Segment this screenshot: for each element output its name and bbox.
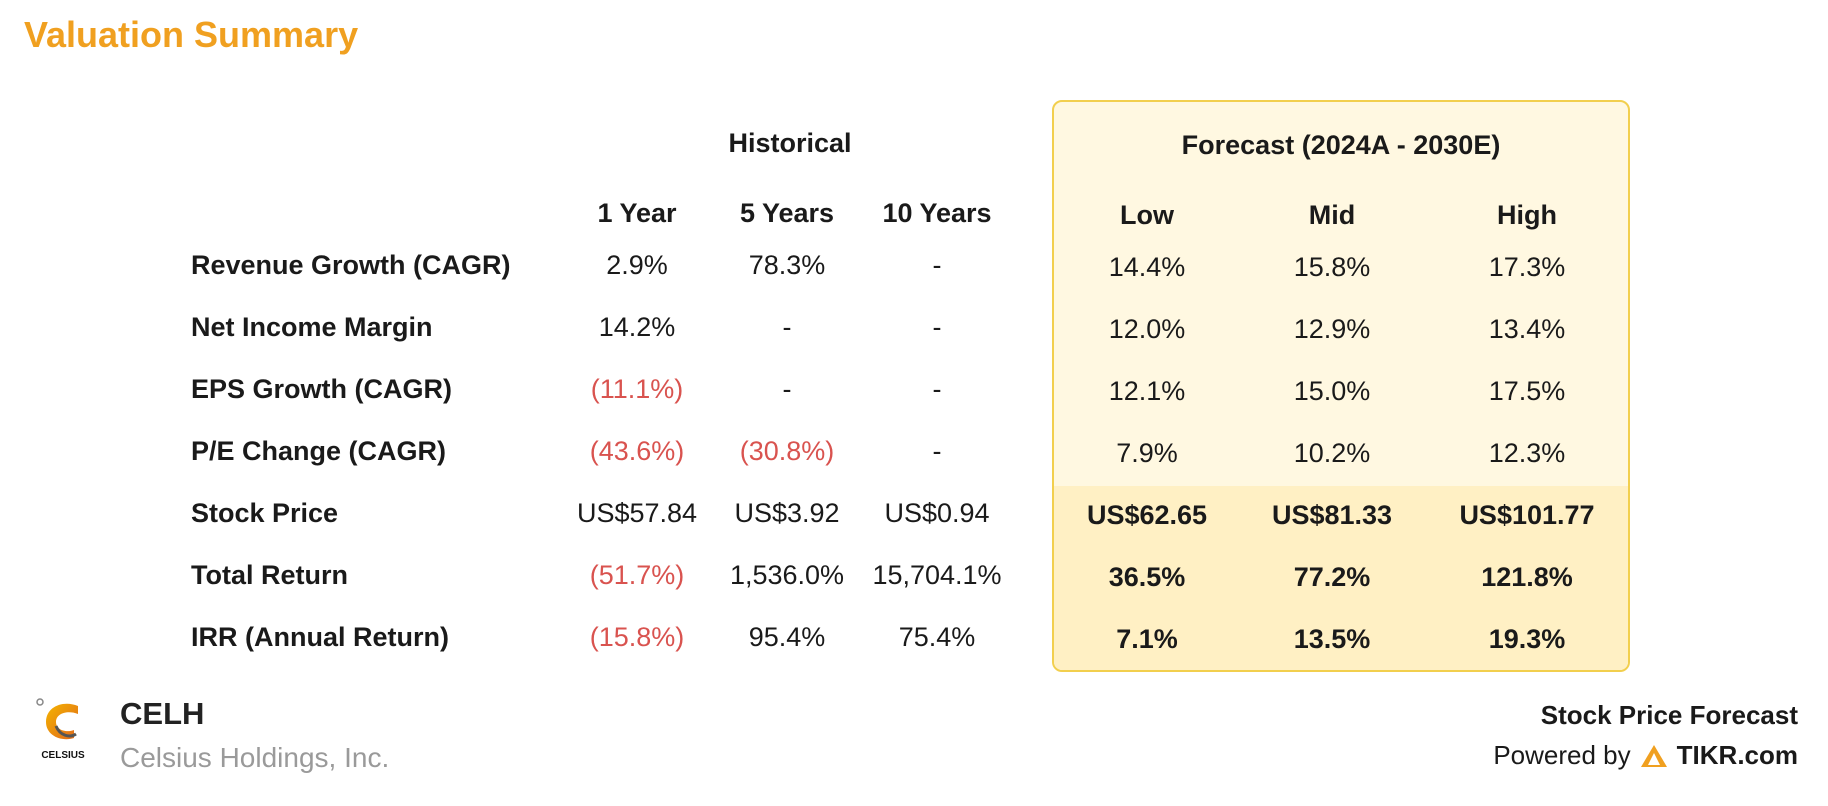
- forecast-value-cell: 13.5%: [1293, 624, 1371, 654]
- historical-value-cell: -: [932, 436, 942, 466]
- company-name: Celsius Holdings, Inc.: [120, 742, 390, 773]
- forecast-value-cell: US$101.77: [1459, 500, 1595, 530]
- historical-value-cell: (43.6%): [589, 436, 685, 466]
- forecast-value-cell: 77.2%: [1293, 562, 1371, 592]
- column-header-forecast: High: [1497, 200, 1557, 230]
- column-header-forecast: Mid: [1308, 200, 1356, 230]
- forecast-value-cell: 19.3%: [1488, 624, 1566, 654]
- historical-value-cell: US$57.84: [576, 498, 698, 528]
- forecast-value-cell: 17.5%: [1488, 376, 1566, 406]
- forecast-value-cell: US$81.33: [1271, 500, 1393, 530]
- forecast-value-cell: 36.5%: [1108, 562, 1186, 592]
- row-label: Net Income Margin: [191, 312, 433, 342]
- forecast-label: Stock Price Forecast: [1540, 700, 1798, 730]
- forecast-highlight-band: [1054, 486, 1628, 670]
- column-header-historical: 10 Years: [882, 198, 992, 228]
- ticker-symbol: CELH: [120, 696, 205, 731]
- page-title: Valuation Summary: [24, 14, 359, 55]
- historical-value-cell: 75.4%: [898, 622, 976, 652]
- historical-value-cell: (51.7%): [589, 560, 685, 590]
- column-header-historical: 5 Years: [739, 198, 835, 228]
- historical-value-cell: 15,704.1%: [872, 560, 1002, 590]
- historical-value-cell: 95.4%: [748, 622, 826, 652]
- historical-value-cell: 14.2%: [598, 312, 676, 342]
- svg-text:CELSIUS: CELSIUS: [41, 750, 85, 761]
- historical-value-cell: -: [932, 250, 942, 280]
- forecast-value-cell: 17.3%: [1488, 252, 1566, 282]
- row-label: Total Return: [191, 560, 348, 590]
- forecast-value-cell: 10.2%: [1293, 438, 1371, 468]
- historical-value-cell: US$0.94: [884, 498, 990, 528]
- historical-value-cell: 1,536.0%: [729, 560, 845, 590]
- forecast-value-cell: 12.3%: [1488, 438, 1566, 468]
- tikr-icon: [1640, 744, 1667, 767]
- forecast-value-cell: 7.9%: [1116, 438, 1178, 468]
- historical-value-cell: -: [932, 312, 942, 342]
- historical-value-cell: 2.9%: [606, 250, 668, 280]
- historical-value-cell: -: [932, 374, 942, 404]
- row-label: EPS Growth (CAGR): [191, 374, 452, 404]
- historical-value-cell: (11.1%): [590, 374, 684, 404]
- forecast-value-cell: 12.9%: [1293, 314, 1371, 344]
- forecast-value-cell: 15.0%: [1293, 376, 1371, 406]
- historical-value-cell: (30.8%): [739, 436, 835, 466]
- celsius-logo: CELSIUS: [34, 696, 92, 764]
- row-label: IRR (Annual Return): [191, 622, 449, 652]
- historical-value-cell: 78.3%: [748, 250, 826, 280]
- historical-value-cell: (15.8%): [589, 622, 685, 652]
- row-label: Stock Price: [191, 498, 339, 528]
- forecast-panel: [1052, 100, 1630, 672]
- historical-value-cell: -: [782, 312, 792, 342]
- row-label: P/E Change (CAGR): [191, 436, 447, 466]
- historical-value-cell: US$3.92: [734, 498, 840, 528]
- forecast-header: Forecast (2024A - 2030E): [1181, 130, 1501, 160]
- tikr-brand[interactable]: TIKR.com: [1676, 740, 1798, 770]
- historical-value-cell: -: [782, 374, 792, 404]
- forecast-value-cell: 7.1%: [1116, 624, 1178, 654]
- column-header-forecast: Low: [1120, 200, 1174, 230]
- forecast-value-cell: 13.4%: [1488, 314, 1566, 344]
- forecast-value-cell: 14.4%: [1108, 252, 1186, 282]
- forecast-value-cell: 12.1%: [1108, 376, 1186, 406]
- forecast-value-cell: 121.8%: [1481, 562, 1573, 592]
- forecast-value-cell: 15.8%: [1293, 252, 1371, 282]
- powered-by-text: Powered by: [1493, 740, 1631, 770]
- forecast-value-cell: 12.0%: [1108, 314, 1186, 344]
- forecast-value-cell: US$62.65: [1086, 500, 1208, 530]
- row-label: Revenue Growth (CAGR): [191, 250, 511, 280]
- column-header-historical: 1 Year: [597, 198, 677, 228]
- powered-by: Powered by TIKR.com: [1493, 740, 1798, 771]
- historical-header: Historical: [728, 128, 852, 158]
